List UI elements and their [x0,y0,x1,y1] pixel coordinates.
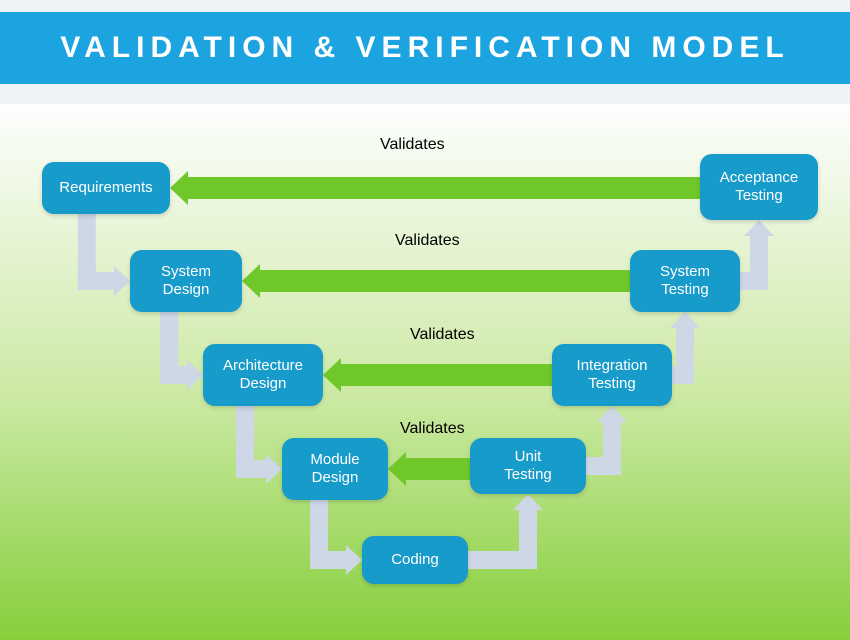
node-integ: IntegrationTesting [552,344,672,406]
flow-arrow [310,500,362,575]
page-title: VALIDATION & VERIFICATION MODEL [60,31,789,65]
node-coding: Coding [362,536,468,584]
validate-label: Validates [400,420,465,438]
flow-arrow [740,220,774,290]
node-modd: ModuleDesign [282,438,388,500]
validate-label: Validates [380,136,445,154]
node-sysd: SystemDesign [130,250,242,312]
validate-arrow [170,171,700,205]
flow-arrow [78,214,130,296]
validate-label: Validates [410,326,475,344]
node-archd: ArchitectureDesign [203,344,323,406]
flow-arrow [468,494,543,569]
page-header: VALIDATION & VERIFICATION MODEL [0,12,850,84]
node-unit: UnitTesting [470,438,586,494]
diagram-canvas: Validates Validates Validates Validates Requ… [0,104,850,640]
node-syst: SystemTesting [630,250,740,312]
validate-arrow [242,264,630,298]
flow-arrow [160,312,203,390]
flow-arrow [586,406,627,475]
flow-arrow [236,406,282,484]
node-accept: AcceptanceTesting [700,154,818,220]
validate-arrow [323,358,552,392]
validate-arrow [388,452,470,486]
validate-label: Validates [395,232,460,250]
node-req: Requirements [42,162,170,214]
flow-arrow [670,312,700,384]
